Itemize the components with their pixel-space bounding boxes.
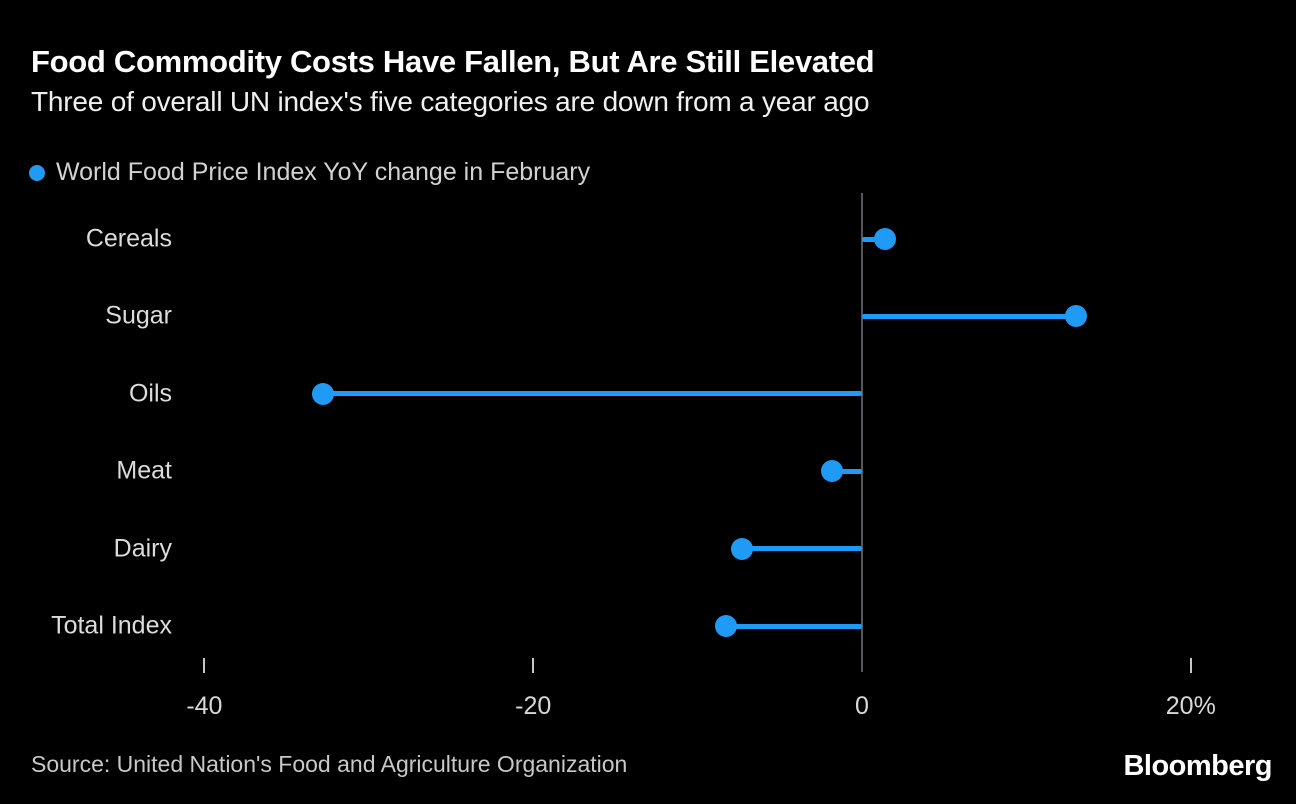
category-label-cereals: Cereals: [85, 224, 172, 253]
category-label-total-index: Total Index: [51, 611, 172, 640]
legend-dot-icon: [29, 164, 45, 181]
x-axis-tick: [532, 658, 535, 673]
category-label-oils: Oils: [128, 379, 172, 408]
source-note: Source: United Nation's Food and Agricul…: [31, 751, 628, 777]
x-axis-tick-label: 0: [855, 692, 869, 720]
lollipop-stem: [862, 313, 1076, 319]
legend: World Food Price Index YoY change in Feb…: [29, 158, 590, 187]
lollipop-dot: [730, 537, 753, 560]
category-label-dairy: Dairy: [113, 534, 172, 563]
lollipop-dot: [1064, 305, 1087, 328]
category-label-sugar: Sugar: [105, 301, 172, 330]
bloomberg-logo: Bloomberg: [1123, 750, 1272, 782]
chart-subtitle: Three of overall UN index's five categor…: [31, 86, 870, 117]
x-axis-tick: [1189, 658, 1192, 673]
lollipop-dot: [311, 382, 334, 405]
chart-title: Food Commodity Costs Have Fallen, But Ar…: [31, 44, 875, 79]
lollipop-dot: [874, 228, 897, 250]
lollipop-stem: [741, 546, 862, 552]
x-axis-tick: [203, 658, 206, 673]
lollipop-dot: [821, 460, 844, 483]
lollipop-dot: [714, 615, 737, 637]
x-axis-tick-label: -40: [186, 692, 223, 720]
legend-label: World Food Price Index YoY change in Feb…: [56, 158, 591, 186]
lollipop-stem: [322, 391, 862, 397]
lollipop-stem: [862, 236, 886, 242]
lollipop-stem: [725, 623, 862, 629]
x-axis-tick-label: 20%: [1165, 692, 1216, 720]
zero-axis-line: [861, 193, 863, 672]
category-label-meat: Meat: [116, 456, 172, 485]
x-axis-tick-label: -20: [515, 692, 552, 720]
lollipop-stem: [832, 468, 862, 474]
